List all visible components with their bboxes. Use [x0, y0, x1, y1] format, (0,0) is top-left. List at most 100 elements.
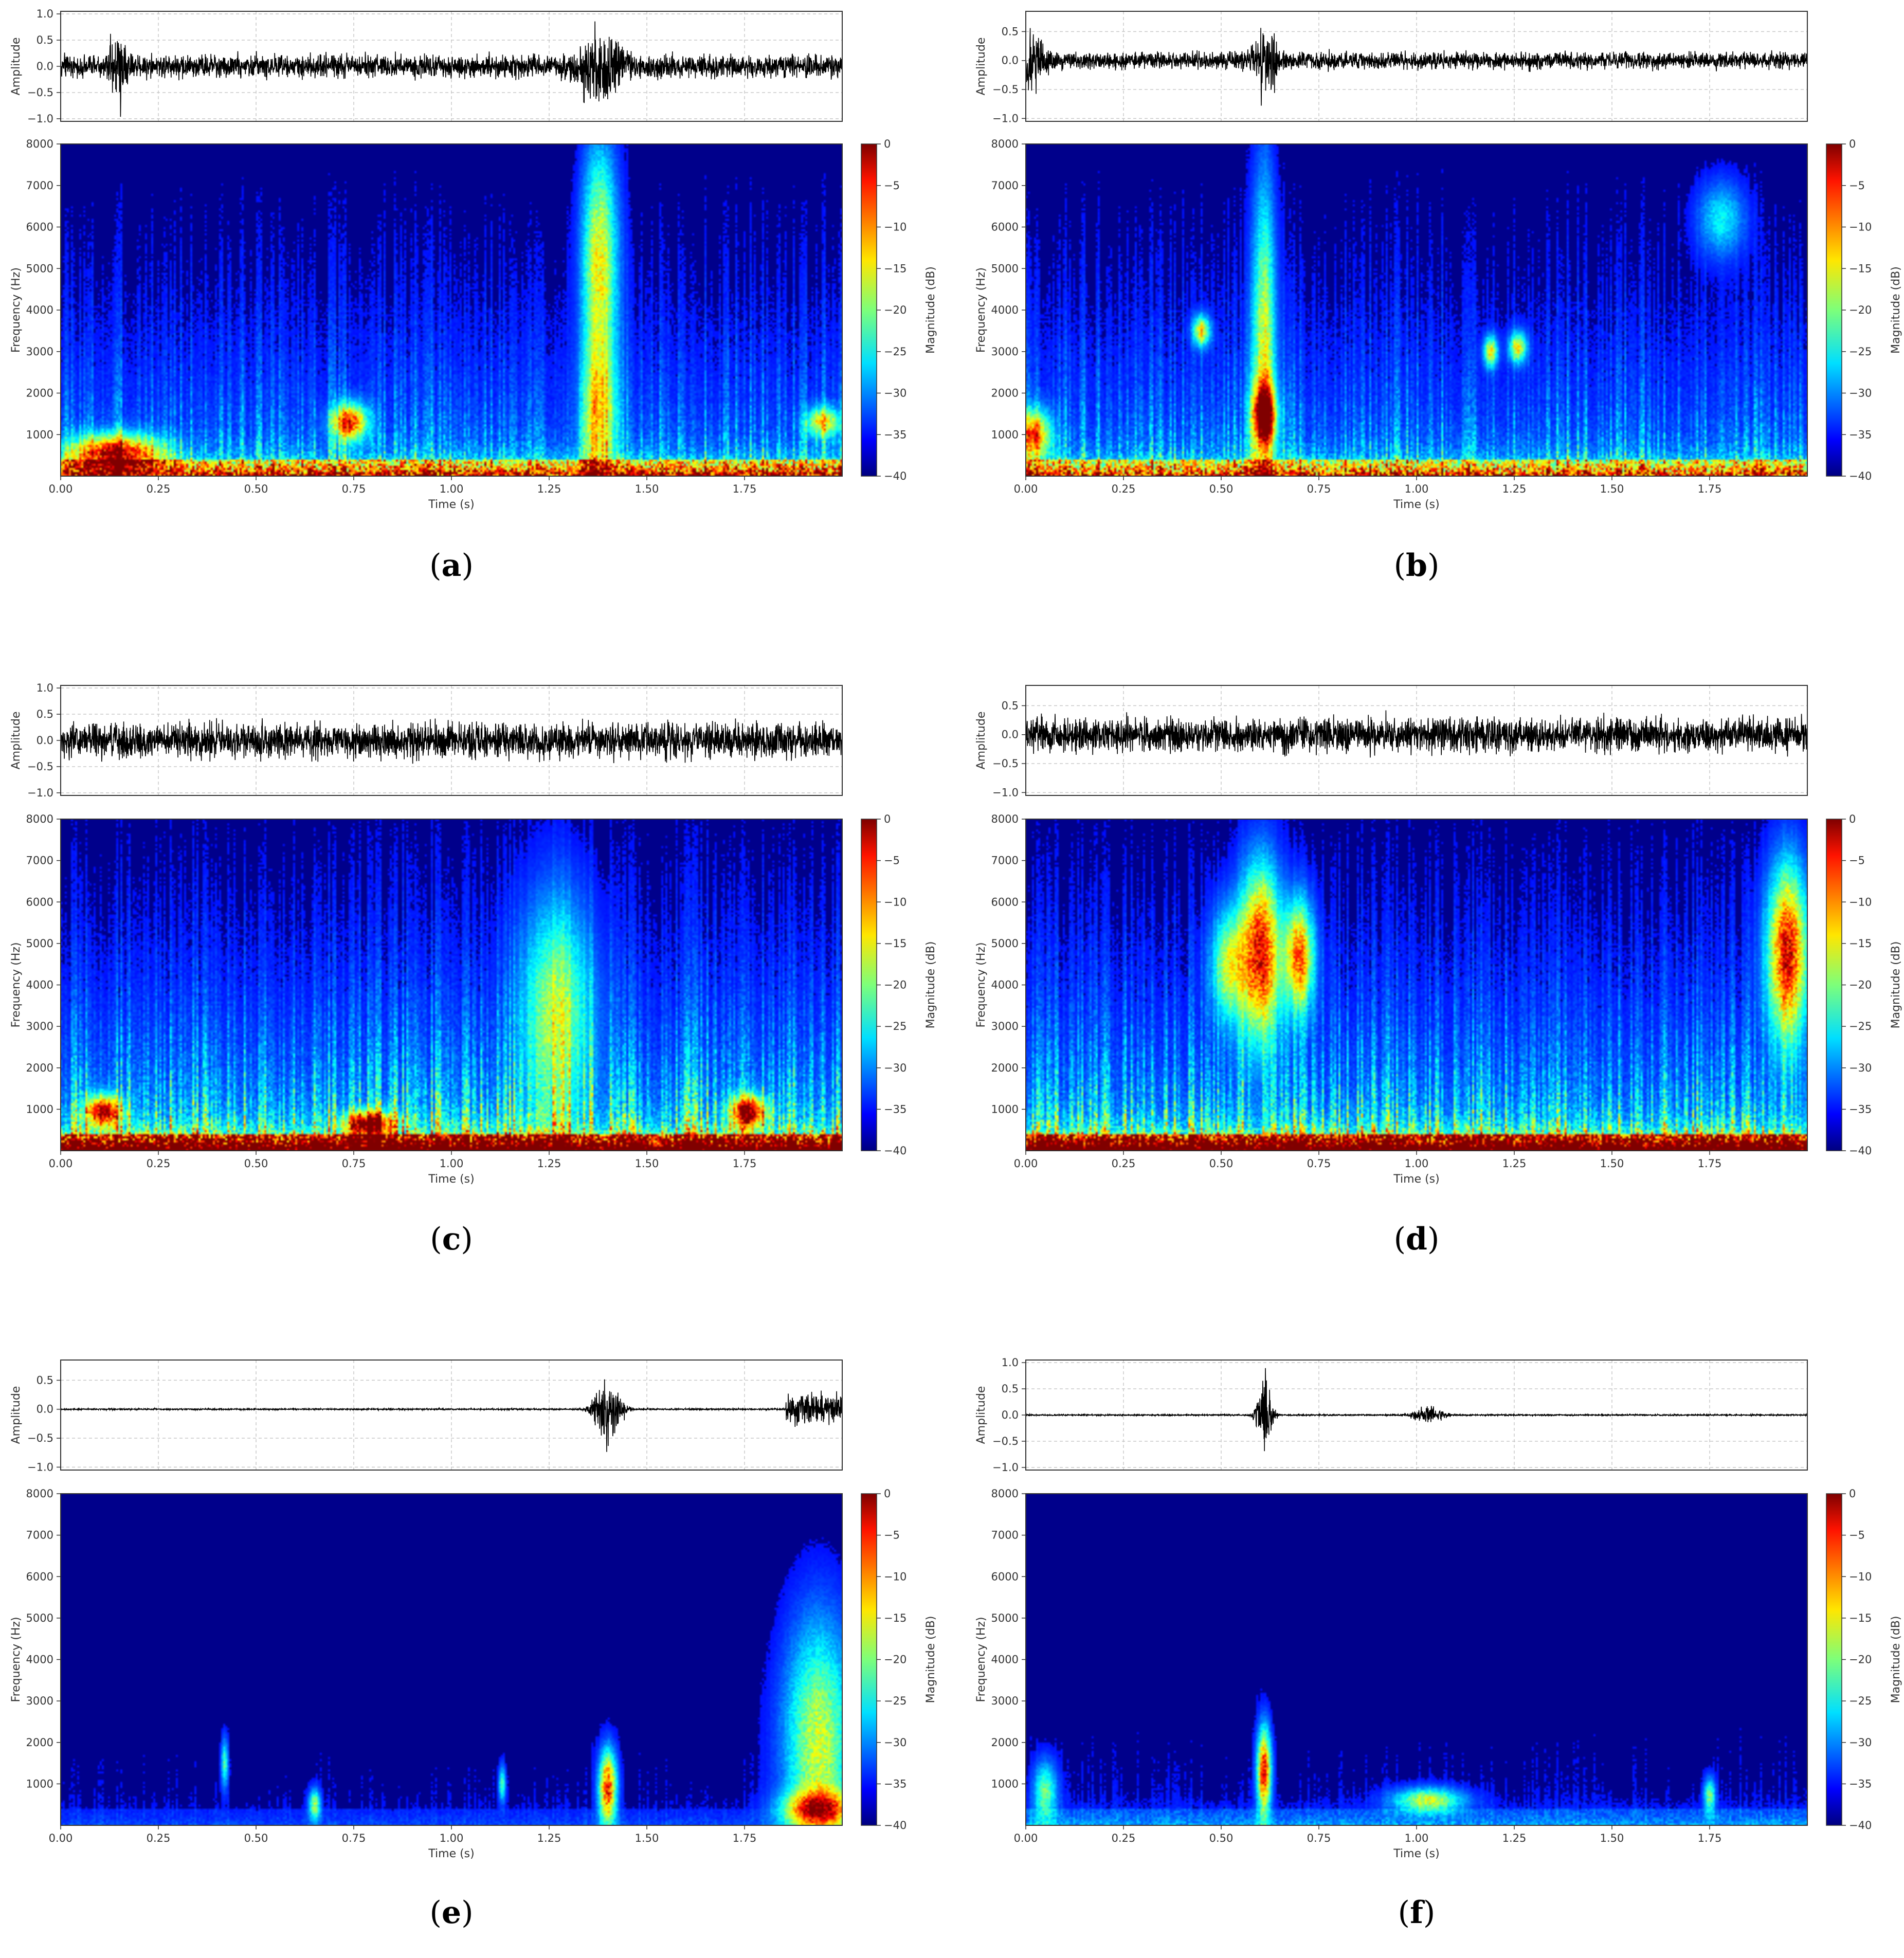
panel-letter: a	[442, 548, 462, 584]
spectrogram-xtick-label: 0.75	[342, 1832, 366, 1844]
waveform-frame	[1025, 11, 1808, 122]
panel-letter: f	[1410, 1895, 1425, 1931]
spectrogram-ylabel: Frequency (Hz)	[10, 267, 23, 353]
colorbar-tick-label: −25	[1849, 346, 1872, 358]
waveform-frame	[60, 685, 843, 796]
colorbar-tick-label: −15	[884, 262, 906, 275]
colorbar-tick-label: −35	[1849, 1778, 1872, 1790]
spectrogram-ytick-label: 1000	[26, 1103, 53, 1115]
waveform-trace	[1025, 1368, 1808, 1452]
waveform-ylabel: Amplitude	[10, 712, 23, 770]
spectrogram-heatmap	[1026, 144, 1807, 476]
spectrogram-image-holder	[61, 144, 842, 476]
waveform-trace	[60, 21, 843, 117]
colorbar: 0 −5 −10 −15 −20 −25 −30 −35 −40 Magnitude (dB)	[861, 1488, 937, 1832]
colorbar-tick-label: −25	[1849, 1695, 1872, 1707]
spectrogram-ytick-label: 3000	[26, 346, 53, 358]
spectrogram-xtick-label: 1.75	[1698, 1157, 1722, 1170]
spectrogram-heatmap	[1026, 819, 1807, 1151]
waveform-ylabel: Amplitude	[975, 712, 988, 770]
colorbar-tick-label: −25	[884, 1695, 906, 1707]
colorbar-tick-label: −5	[884, 855, 900, 867]
panel-d: 0.5 0.0 −0.5 −1.0 Amplitude 1000 2000 3000 4000 5…	[975, 685, 1902, 1257]
spectrogram-xtick-label: 0.25	[1112, 1157, 1136, 1170]
spectrogram-ytick-label: 6000	[991, 1570, 1019, 1583]
waveform-ytick-label: −0.5	[27, 760, 53, 773]
spectrogram-ytick-label: 4000	[991, 304, 1019, 316]
colorbar-tick-label: −25	[884, 346, 906, 358]
spectrogram-ytick-label: 8000	[26, 138, 53, 150]
spectrogram-ytick-label: 4000	[991, 1654, 1019, 1666]
waveform-frame	[60, 11, 843, 122]
spectrogram-xtick-label: 1.25	[537, 483, 561, 495]
colorbar-label: Magnitude (dB)	[1890, 266, 1902, 354]
spectrogram-ytick-label: 3000	[26, 1695, 53, 1707]
spectrogram-ytick-label: 4000	[26, 979, 53, 991]
waveform-ytick-label: −1.0	[992, 112, 1019, 124]
spectrogram-ytick-label: 5000	[26, 1612, 53, 1624]
spectrogram-ytick-label: 8000	[991, 1488, 1019, 1500]
spectrogram-xlabel: Time (s)	[1393, 1847, 1439, 1860]
colorbar-tick-label: −15	[884, 937, 906, 950]
colorbar-tick-label: −20	[1849, 1654, 1872, 1666]
spectrogram-image-holder	[61, 819, 842, 1151]
panel-e: 0.5 0.0 −0.5 −1.0 Amplitude 1000 2000 3000 4000 5…	[10, 1359, 937, 1931]
spectrogram-ytick-label: 2000	[26, 1062, 53, 1074]
spectrogram-ytick-label: 6000	[991, 896, 1019, 908]
waveform-trace	[1025, 28, 1808, 106]
spectrogram-axes: 1000 2000 3000 4000 5000 6000 7000 8000 0.00 0.25…	[975, 138, 1808, 511]
spectrogram-ytick-label: 5000	[26, 937, 53, 950]
panel-b: 0.5 0.0 −0.5 −1.0 Amplitude 1000 2000 3000 4000 5…	[975, 11, 1902, 584]
spectrogram-ytick-label: 1000	[26, 1778, 53, 1790]
colorbar-tick-label: −10	[1849, 896, 1872, 908]
spectrogram-xtick-label: 0.25	[147, 1157, 171, 1170]
spectrogram-ylabel: Frequency (Hz)	[975, 267, 988, 353]
colorbar-gradient	[1826, 1493, 1842, 1826]
spectrogram-xlabel: Time (s)	[1393, 498, 1439, 511]
colorbar-tick-label: −40	[884, 470, 906, 482]
colorbar-tick-label: −10	[884, 896, 906, 908]
spectrogram-xtick-label: 1.50	[1600, 483, 1624, 495]
spectrogram-ytick-label: 8000	[26, 813, 53, 825]
spectrogram-xtick-label: 1.00	[440, 483, 464, 495]
spectrogram-xtick-label: 0.00	[1014, 1157, 1038, 1170]
spectrogram-xtick-label: 0.25	[147, 1832, 171, 1844]
colorbar-tick-label: −35	[884, 428, 906, 441]
waveform-axes: 1.0 0.5 0.0 −0.5 −1.0 Amplitude	[10, 8, 843, 125]
spectrogram-xtick-label: 1.50	[635, 1832, 659, 1844]
panel-letter: d	[1406, 1221, 1427, 1257]
spectrogram-ytick-label: 2000	[26, 387, 53, 400]
spectrogram-xlabel: Time (s)	[428, 1847, 474, 1860]
colorbar-tick-label: −30	[884, 1062, 906, 1074]
colorbar-tick-label: −25	[1849, 1020, 1872, 1032]
spectrogram-ytick-label: 4000	[26, 304, 53, 316]
spectrogram-xtick-label: 0.00	[49, 1157, 73, 1170]
spectrogram-ylabel: Frequency (Hz)	[975, 942, 988, 1028]
spectrogram-xtick-label: 1.75	[733, 483, 757, 495]
waveform-ytick-label: 0.5	[37, 34, 53, 46]
waveform-ytick-label: 1.0	[37, 8, 53, 20]
colorbar-tick-label: −5	[1849, 1529, 1865, 1542]
panel-letter: e	[442, 1895, 461, 1931]
waveform-ytick-label: −1.0	[992, 1461, 1019, 1474]
colorbar-tick-label: −35	[1849, 428, 1872, 441]
colorbar-tick-label: −20	[884, 979, 906, 991]
spectrogram-ytick-label: 5000	[991, 1612, 1019, 1624]
colorbar: 0 −5 −10 −15 −20 −25 −30 −35 −40 Magnitude (dB)	[1826, 813, 1902, 1157]
spectrogram-xtick-label: 0.75	[342, 483, 366, 495]
colorbar-tick-label: −15	[1849, 1612, 1872, 1624]
waveform-axes: 1.0 0.5 0.0 −0.5 −1.0 Amplitude	[975, 1356, 1808, 1474]
spectrogram-xtick-label: 0.00	[49, 1832, 73, 1844]
spectrogram-ytick-label: 7000	[991, 179, 1019, 192]
spectrogram-ytick-label: 8000	[26, 1488, 53, 1500]
spectrogram-xlabel: Time (s)	[1393, 1173, 1439, 1186]
panel-label: (b)	[1394, 548, 1440, 584]
spectrogram-image-holder	[1026, 819, 1807, 1151]
panel-label: (c)	[430, 1221, 473, 1257]
colorbar-gradient	[861, 1493, 877, 1826]
colorbar-tick-label: 0	[1849, 1488, 1856, 1500]
spectrogram-xtick-label: 1.00	[1405, 1832, 1429, 1844]
panel-label: (f)	[1398, 1895, 1436, 1931]
panel-letter: b	[1406, 548, 1427, 584]
waveform-ytick-label: 0.0	[37, 60, 53, 72]
